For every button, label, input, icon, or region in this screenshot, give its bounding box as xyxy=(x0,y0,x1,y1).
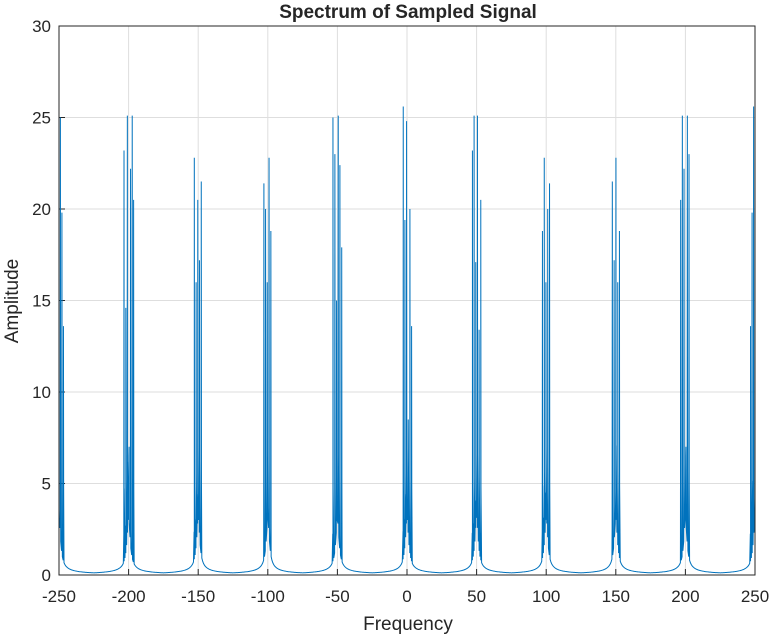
y-tick-label: 10 xyxy=(32,383,51,402)
x-tick-label: -100 xyxy=(251,587,285,606)
spectrum-series-line xyxy=(59,106,755,574)
y-tick-label: 5 xyxy=(42,475,51,494)
x-tick-label: -250 xyxy=(42,587,76,606)
y-tick-label: 0 xyxy=(42,566,51,585)
tick-labels: -250 -200 -150 -100 -50 0 50 100 150 200 250 0 5 10 15… xyxy=(32,17,769,606)
y-axis-label: Amplitude xyxy=(2,259,23,344)
x-tick-label: 150 xyxy=(602,587,630,606)
x-tick-label: -200 xyxy=(112,587,146,606)
chart-title: Spectrum of Sampled Signal xyxy=(279,2,537,23)
y-tick-label: 20 xyxy=(32,200,51,219)
x-tick-label: 100 xyxy=(532,587,560,606)
x-axis-label: Frequency xyxy=(363,614,453,635)
x-tick-label: -50 xyxy=(325,587,350,606)
x-tick-label: 50 xyxy=(467,587,486,606)
x-tick-label: 0 xyxy=(402,587,411,606)
x-tick-label: 250 xyxy=(741,587,769,606)
y-tick-label: 25 xyxy=(32,109,51,128)
x-tick-label: 200 xyxy=(671,587,699,606)
x-tick-label: -150 xyxy=(181,587,215,606)
y-tick-label: 30 xyxy=(32,17,51,36)
y-tick-label: 15 xyxy=(32,292,51,311)
plot-area-border xyxy=(58,25,756,576)
